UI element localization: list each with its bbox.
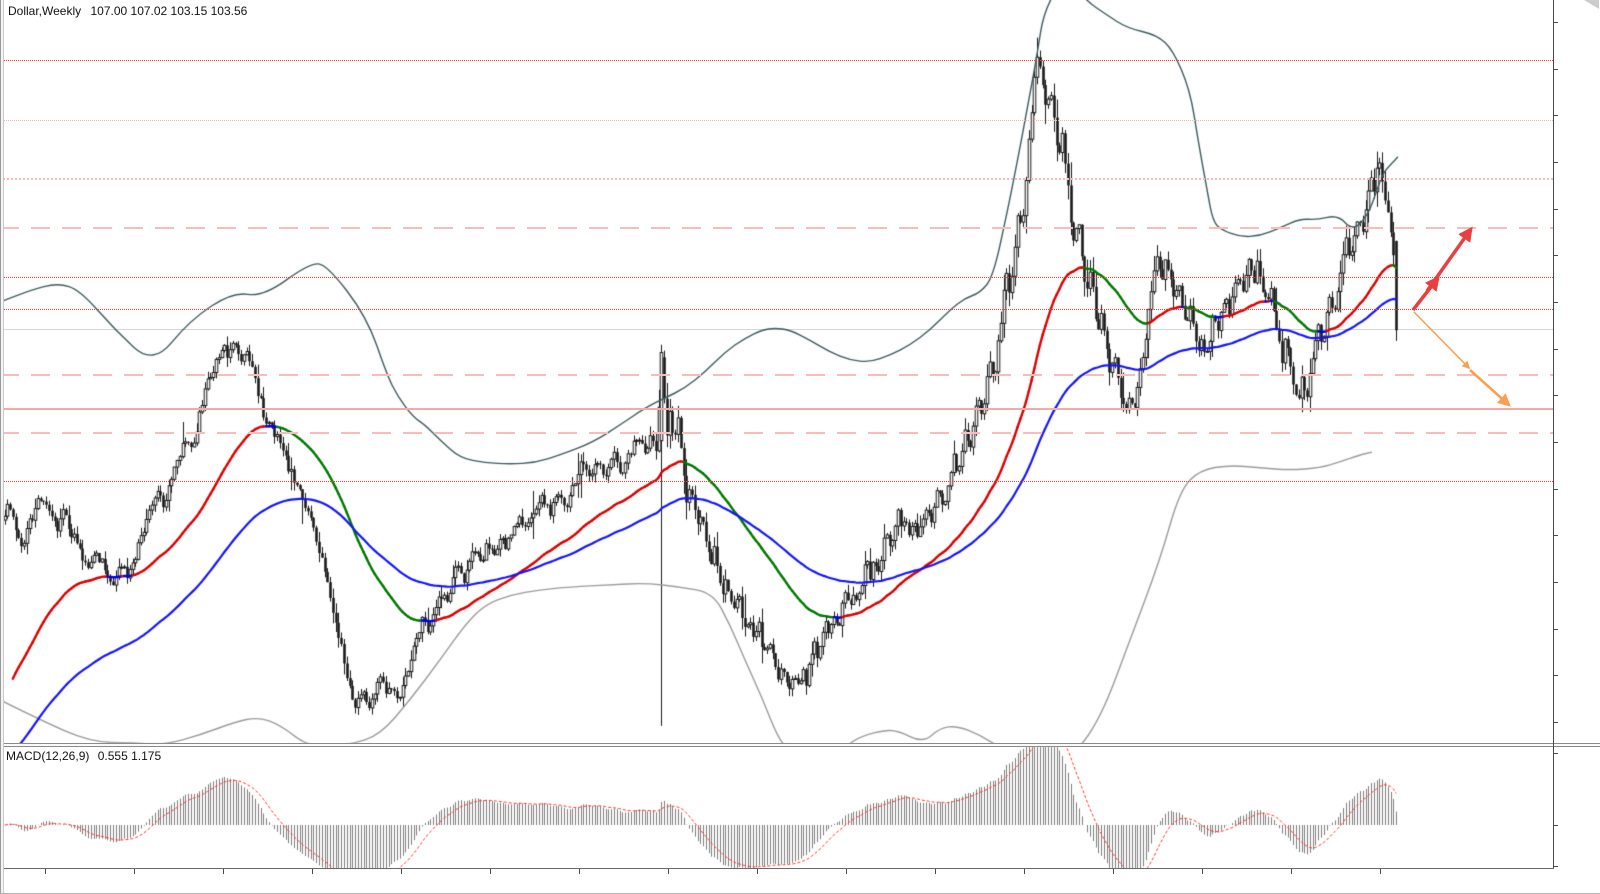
time-axis[interactable]: 20 Sep 20151 May 201625 Dec 20166 Aug 20…	[0, 869, 1553, 893]
price-level-line-101.85[interactable]	[0, 373, 1553, 376]
time-tick	[1291, 869, 1292, 874]
time-tick	[490, 869, 491, 874]
chart-title: Dollar,Weekly 107.00 107.02 103.15 103.5…	[8, 4, 253, 18]
time-tick	[846, 869, 847, 874]
time-tick	[312, 869, 313, 874]
price-level-line-97.7[interactable]	[0, 481, 1553, 483]
time-tick	[579, 869, 580, 874]
price-level-line-113.96[interactable]	[0, 59, 1553, 61]
time-axis-line	[0, 868, 1554, 869]
price-tick	[1553, 395, 1558, 396]
price-level-line-109.39[interactable]	[0, 178, 1553, 181]
price-tick	[1553, 115, 1558, 116]
chart-ohlc-values: 107.00 107.02 103.15 103.56	[90, 4, 248, 18]
time-tick	[223, 869, 224, 874]
macd-indicator-label: MACD(12,26,9) 0.555 1.175	[6, 749, 166, 763]
macd-tick	[1553, 866, 1558, 867]
time-tick	[1024, 869, 1025, 874]
price-tick	[1553, 349, 1558, 350]
price-tick	[1553, 209, 1558, 210]
price-tick	[1553, 69, 1558, 70]
price-tick	[1553, 442, 1558, 443]
time-tick	[134, 869, 135, 874]
time-tick	[1380, 869, 1381, 874]
time-tick	[45, 869, 46, 874]
chart-symbol-timeframe: Dollar,Weekly	[8, 4, 82, 18]
price-tick	[1553, 302, 1558, 303]
price-level-line-100.53[interactable]	[0, 407, 1553, 410]
time-tick	[668, 869, 669, 874]
macd-current-values: 0.555 1.175	[97, 749, 162, 763]
price-axis[interactable]: 115.45113.65111.85110.05108.25106.45104.…	[1553, 0, 1600, 869]
time-tick	[1113, 869, 1114, 874]
price-tick	[1553, 22, 1558, 23]
price-tick	[1553, 535, 1558, 536]
price-level-line-104.36[interactable]	[0, 308, 1553, 310]
macd-tick	[1553, 753, 1558, 754]
window-left-border	[0, 0, 4, 893]
price-level-line-99.58[interactable]	[0, 432, 1553, 435]
price-tick	[1553, 582, 1558, 583]
panel-splitter[interactable]	[0, 743, 1600, 747]
price-level-line-107.5[interactable]	[0, 227, 1553, 230]
price-tick	[1553, 629, 1558, 630]
chart-shift-marker-icon[interactable]	[1584, 0, 1599, 9]
time-tick	[401, 869, 402, 874]
time-tick	[757, 869, 758, 874]
price-level-line-105.56[interactable]	[0, 277, 1553, 279]
time-tick	[1202, 869, 1203, 874]
price-axis-line	[1553, 0, 1554, 869]
price-tick	[1553, 675, 1558, 676]
price-tick	[1553, 255, 1558, 256]
price-level-line-111.65[interactable]	[0, 119, 1553, 121]
price-tick	[1553, 722, 1558, 723]
time-tick	[935, 869, 936, 874]
price-tick	[1553, 489, 1558, 490]
price-tick	[1553, 162, 1558, 163]
macd-tick	[1553, 825, 1558, 826]
macd-name: MACD(12,26,9)	[6, 749, 90, 763]
